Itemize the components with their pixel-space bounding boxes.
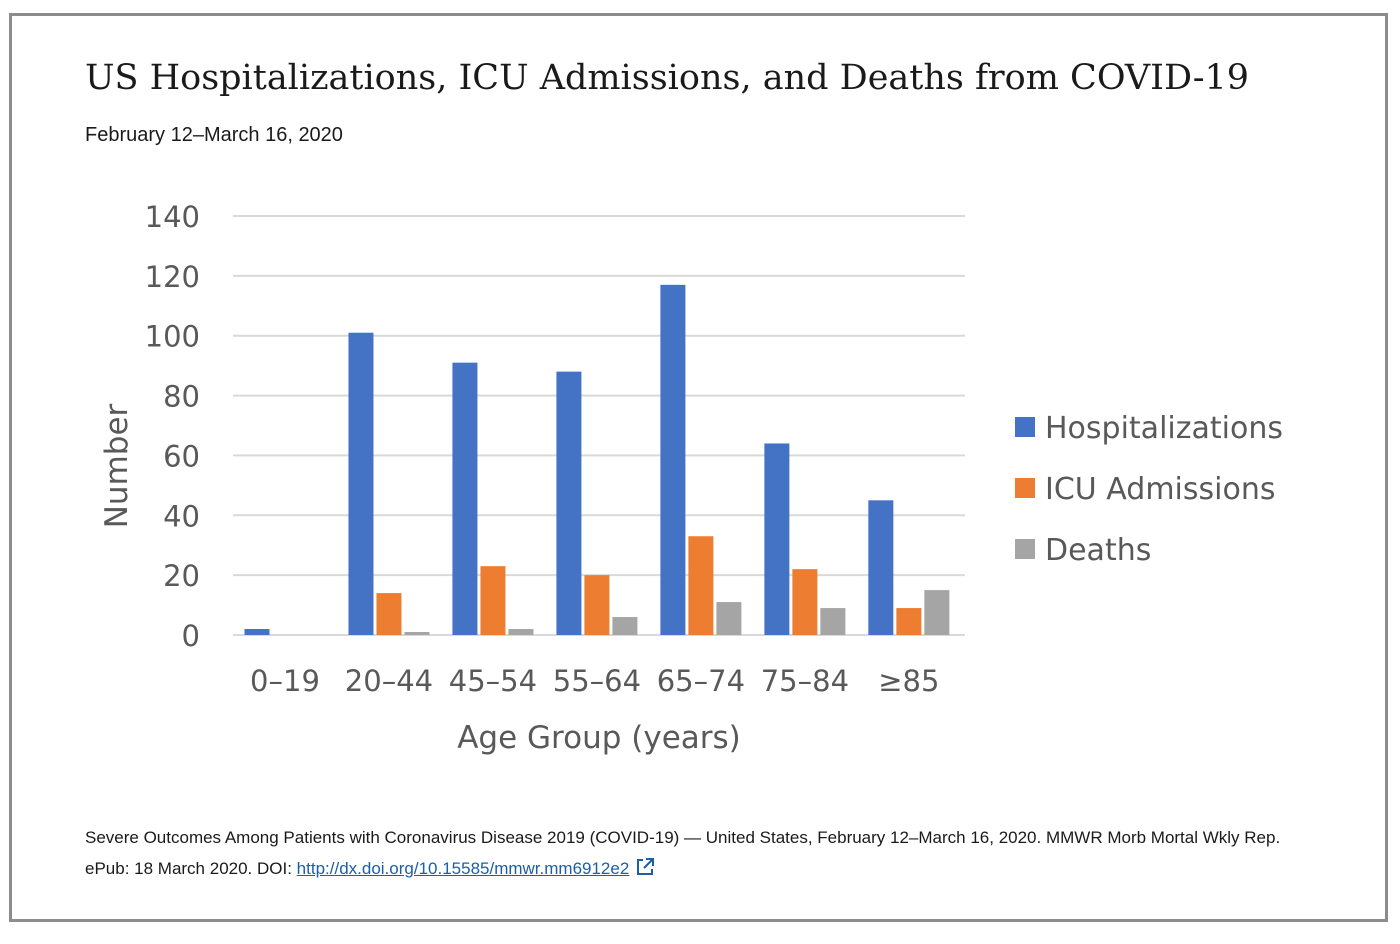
bar-hospitalizations: [660, 284, 686, 635]
bar-deaths: [508, 629, 534, 635]
bar-deaths: [820, 608, 846, 635]
y-axis-label: Number: [99, 403, 135, 528]
legend-label: Deaths: [1045, 533, 1151, 568]
legend-label: ICU Admissions: [1045, 472, 1275, 507]
x-tick-label: 20–44: [345, 664, 433, 698]
bar-hospitalizations: [452, 362, 478, 635]
x-tick-label: 0–19: [250, 664, 320, 698]
bar-hospitalizations: [348, 332, 374, 635]
y-tick-label: 100: [145, 320, 200, 354]
y-tick-label: 0: [182, 619, 200, 653]
legend-swatch: [1015, 478, 1035, 498]
bar-icu-admissions: [896, 608, 922, 635]
bar-deaths: [404, 632, 430, 635]
x-tick-label: 65–74: [657, 664, 745, 698]
bar-hospitalizations: [764, 443, 790, 635]
legend-label: Hospitalizations: [1045, 411, 1283, 446]
legend-swatch: [1015, 539, 1035, 559]
y-tick-label: 60: [163, 439, 200, 473]
bar-deaths: [924, 590, 950, 635]
bar-hospitalizations: [868, 500, 894, 635]
bar-icu-admissions: [792, 569, 818, 635]
x-axis-label: Age Group (years): [457, 720, 741, 756]
bar-hospitalizations: [556, 371, 582, 635]
y-tick-label: 140: [145, 200, 200, 234]
citation: Severe Outcomes Among Patients with Coro…: [85, 822, 1325, 887]
figure-frame: [9, 13, 1388, 922]
bar-deaths: [612, 617, 638, 635]
y-tick-label: 120: [145, 260, 200, 294]
x-tick-label: ≥85: [878, 664, 939, 698]
y-tick-label: 20: [163, 559, 200, 593]
bar-icu-admissions: [480, 566, 506, 635]
doi-link[interactable]: http://dx.doi.org/10.15585/mmwr.mm6912e2: [296, 859, 630, 878]
x-tick-label: 45–54: [449, 664, 537, 698]
bar-icu-admissions: [376, 593, 402, 635]
chart-subtitle: February 12–March 16, 2020: [85, 124, 343, 146]
bar-icu-admissions: [688, 536, 714, 635]
citation-text: Severe Outcomes Among Patients with Coro…: [85, 828, 1281, 878]
bar-hospitalizations: [244, 629, 270, 635]
x-tick-label: 55–64: [553, 664, 641, 698]
bars: [244, 284, 950, 635]
x-tick-label: 75–84: [761, 664, 849, 698]
gridlines: [233, 215, 965, 636]
y-tick-label: 80: [163, 380, 200, 414]
external-link-icon[interactable]: [635, 856, 655, 887]
legend: Hospitalizations ICU Admissions Deaths: [1015, 411, 1283, 568]
legend-swatch: [1015, 417, 1035, 437]
x-axis-ticks: 0–19 20–44 45–54 55–64 65–74 75–84 ≥85: [250, 664, 939, 698]
bar-icu-admissions: [584, 575, 610, 635]
y-tick-label: 40: [163, 499, 200, 533]
chart-title: US Hospitalizations, ICU Admissions, and…: [85, 58, 1250, 98]
bar-deaths: [716, 602, 742, 635]
y-axis-ticks: 0 20 40 60 80 100 120 140: [145, 200, 200, 653]
